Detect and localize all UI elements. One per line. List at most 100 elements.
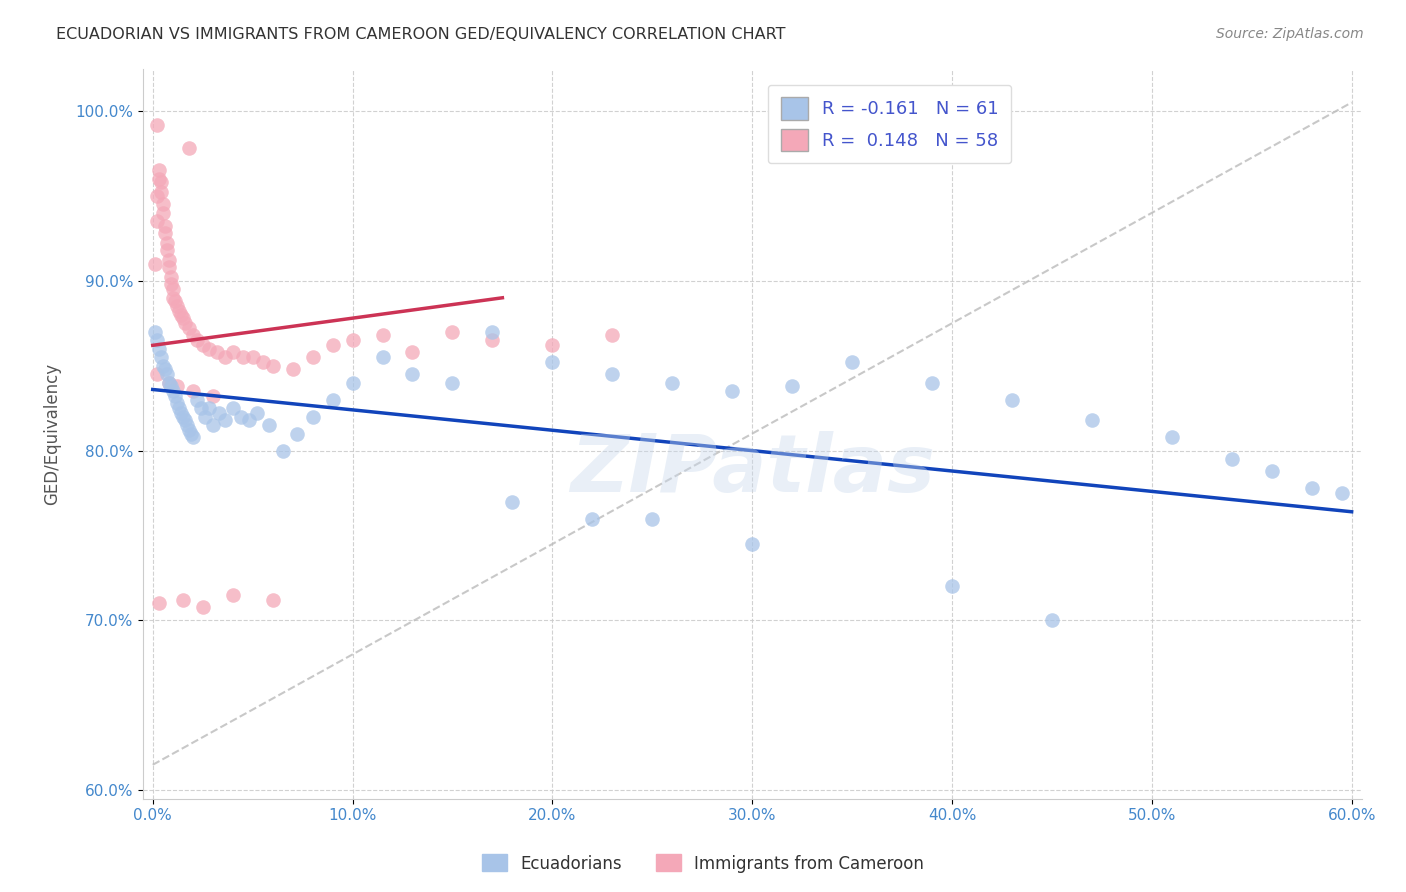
Point: [1081, 413, 1104, 427]
Point: [166, 396, 188, 410]
Point: [281, 362, 304, 376]
Point: [186, 392, 208, 407]
Text: ZIPatlas: ZIPatlas: [569, 431, 935, 509]
Point: [401, 345, 423, 359]
Point: [152, 359, 174, 373]
Point: [191, 338, 214, 352]
Point: [172, 593, 194, 607]
Point: [541, 355, 564, 369]
Point: [167, 304, 190, 318]
Point: [221, 345, 243, 359]
Point: [229, 409, 252, 424]
Point: [163, 294, 186, 309]
Point: [641, 511, 664, 525]
Point: [170, 406, 193, 420]
Point: [1220, 452, 1243, 467]
Point: [156, 236, 179, 251]
Point: [262, 359, 284, 373]
Point: [157, 253, 180, 268]
Point: [156, 244, 179, 258]
Point: [162, 282, 184, 296]
Point: [153, 219, 176, 234]
Point: [172, 311, 194, 326]
Point: [152, 206, 174, 220]
Point: [181, 384, 204, 399]
Point: [159, 379, 181, 393]
Point: [157, 376, 180, 390]
Point: [180, 426, 202, 441]
Point: [145, 214, 167, 228]
Point: [177, 321, 200, 335]
Point: [166, 379, 188, 393]
Point: [205, 345, 228, 359]
Point: [201, 418, 224, 433]
Point: [481, 325, 503, 339]
Point: [246, 406, 269, 420]
Point: [600, 368, 623, 382]
Point: [194, 409, 217, 424]
Point: [214, 413, 236, 427]
Point: [172, 409, 194, 424]
Point: [1301, 481, 1323, 495]
Y-axis label: GED/Equivalency: GED/Equivalency: [44, 362, 60, 505]
Point: [145, 118, 167, 132]
Point: [600, 328, 623, 343]
Point: [149, 186, 172, 200]
Point: [322, 392, 344, 407]
Point: [921, 376, 943, 390]
Point: [741, 537, 763, 551]
Point: [162, 291, 184, 305]
Point: [342, 333, 364, 347]
Point: [145, 333, 167, 347]
Point: [1260, 464, 1282, 478]
Point: [1040, 614, 1063, 628]
Point: [481, 333, 503, 347]
Point: [371, 350, 394, 364]
Point: [181, 430, 204, 444]
Point: [149, 175, 172, 189]
Point: [159, 277, 181, 292]
Point: [252, 355, 274, 369]
Point: [541, 338, 564, 352]
Point: [941, 579, 963, 593]
Point: [181, 328, 204, 343]
Point: [441, 325, 464, 339]
Point: [191, 599, 214, 614]
Point: [177, 423, 200, 437]
Point: [170, 308, 193, 322]
Point: [143, 325, 166, 339]
Point: [301, 350, 323, 364]
Point: [257, 418, 280, 433]
Point: [149, 350, 172, 364]
Point: [214, 350, 236, 364]
Point: [322, 338, 344, 352]
Text: ECUADORIAN VS IMMIGRANTS FROM CAMEROON GED/EQUIVALENCY CORRELATION CHART: ECUADORIAN VS IMMIGRANTS FROM CAMEROON G…: [56, 27, 786, 42]
Point: [232, 350, 254, 364]
Point: [159, 270, 181, 285]
Point: [186, 333, 208, 347]
Point: [238, 413, 260, 427]
Point: [197, 342, 219, 356]
Point: [162, 384, 184, 399]
Point: [371, 328, 394, 343]
Legend: R = -0.161   N = 61, R =  0.148   N = 58: R = -0.161 N = 61, R = 0.148 N = 58: [768, 85, 1011, 163]
Legend: Ecuadorians, Immigrants from Cameroon: Ecuadorians, Immigrants from Cameroon: [475, 847, 931, 880]
Point: [148, 172, 170, 186]
Point: [153, 362, 176, 376]
Point: [242, 350, 264, 364]
Point: [148, 342, 170, 356]
Point: [197, 401, 219, 416]
Point: [581, 511, 603, 525]
Point: [166, 299, 188, 313]
Point: [167, 401, 190, 416]
Point: [148, 163, 170, 178]
Point: [1001, 392, 1024, 407]
Point: [156, 368, 179, 382]
Point: [661, 376, 683, 390]
Point: [152, 197, 174, 211]
Point: [208, 406, 231, 420]
Point: [173, 316, 195, 330]
Point: [221, 588, 243, 602]
Point: [501, 494, 523, 508]
Point: [441, 376, 464, 390]
